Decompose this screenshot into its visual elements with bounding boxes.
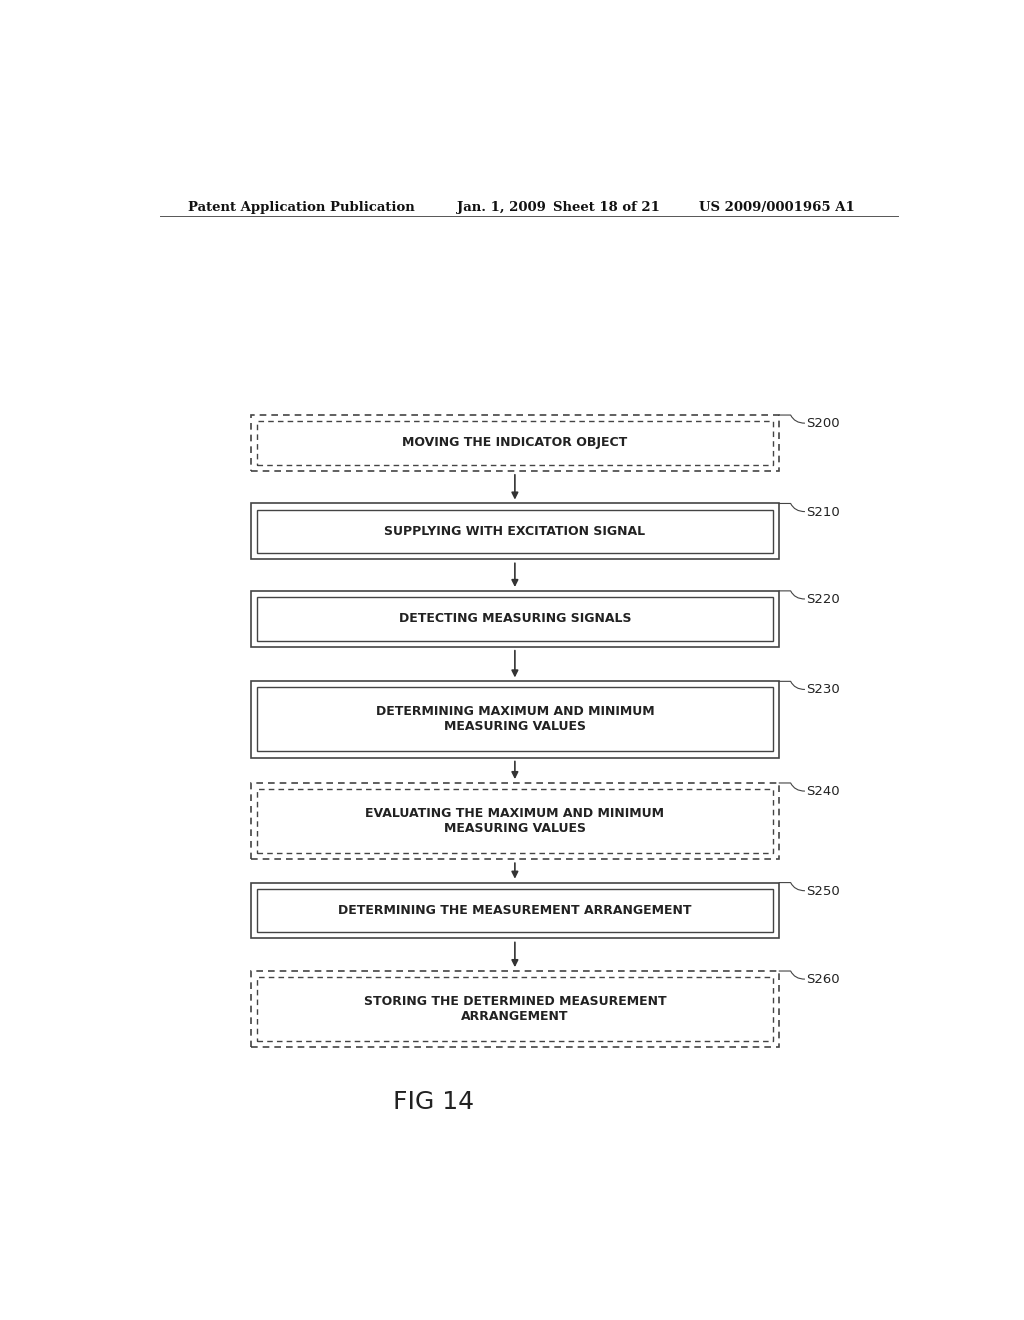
Bar [257, 789, 773, 853]
Text: Patent Application Publication: Patent Application Publication [187, 201, 415, 214]
Bar [257, 510, 773, 553]
Bar [257, 597, 773, 640]
Bar [251, 414, 778, 471]
Text: DETECTING MEASURING SIGNALS: DETECTING MEASURING SIGNALS [398, 612, 631, 626]
Text: S260: S260 [807, 973, 840, 986]
Bar [251, 783, 778, 859]
Bar [257, 888, 773, 932]
Text: MOVING THE INDICATOR OBJECT: MOVING THE INDICATOR OBJECT [402, 437, 628, 450]
Text: S230: S230 [807, 684, 841, 697]
Bar [251, 591, 778, 647]
Text: S250: S250 [807, 884, 841, 898]
Text: US 2009/0001965 A1: US 2009/0001965 A1 [699, 201, 855, 214]
Text: SUPPLYING WITH EXCITATION SIGNAL: SUPPLYING WITH EXCITATION SIGNAL [384, 525, 645, 539]
Text: Sheet 18 of 21: Sheet 18 of 21 [553, 201, 659, 214]
Text: S200: S200 [807, 417, 840, 430]
Text: FIG 14: FIG 14 [393, 1089, 474, 1114]
Bar [251, 503, 778, 560]
Text: EVALUATING THE MAXIMUM AND MINIMUM
MEASURING VALUES: EVALUATING THE MAXIMUM AND MINIMUM MEASU… [366, 807, 665, 836]
Bar [251, 681, 778, 758]
Text: Jan. 1, 2009: Jan. 1, 2009 [458, 201, 546, 214]
Text: S220: S220 [807, 593, 841, 606]
Bar [257, 421, 773, 465]
Text: S240: S240 [807, 785, 840, 799]
Bar [251, 883, 778, 939]
Text: DETERMINING MAXIMUM AND MINIMUM
MEASURING VALUES: DETERMINING MAXIMUM AND MINIMUM MEASURIN… [376, 705, 654, 734]
Text: STORING THE DETERMINED MEASUREMENT
ARRANGEMENT: STORING THE DETERMINED MEASUREMENT ARRAN… [364, 995, 667, 1023]
Text: S210: S210 [807, 506, 841, 519]
Bar [251, 972, 778, 1047]
Bar [257, 977, 773, 1041]
Bar [257, 688, 773, 751]
Text: DETERMINING THE MEASUREMENT ARRANGEMENT: DETERMINING THE MEASUREMENT ARRANGEMENT [338, 904, 691, 917]
